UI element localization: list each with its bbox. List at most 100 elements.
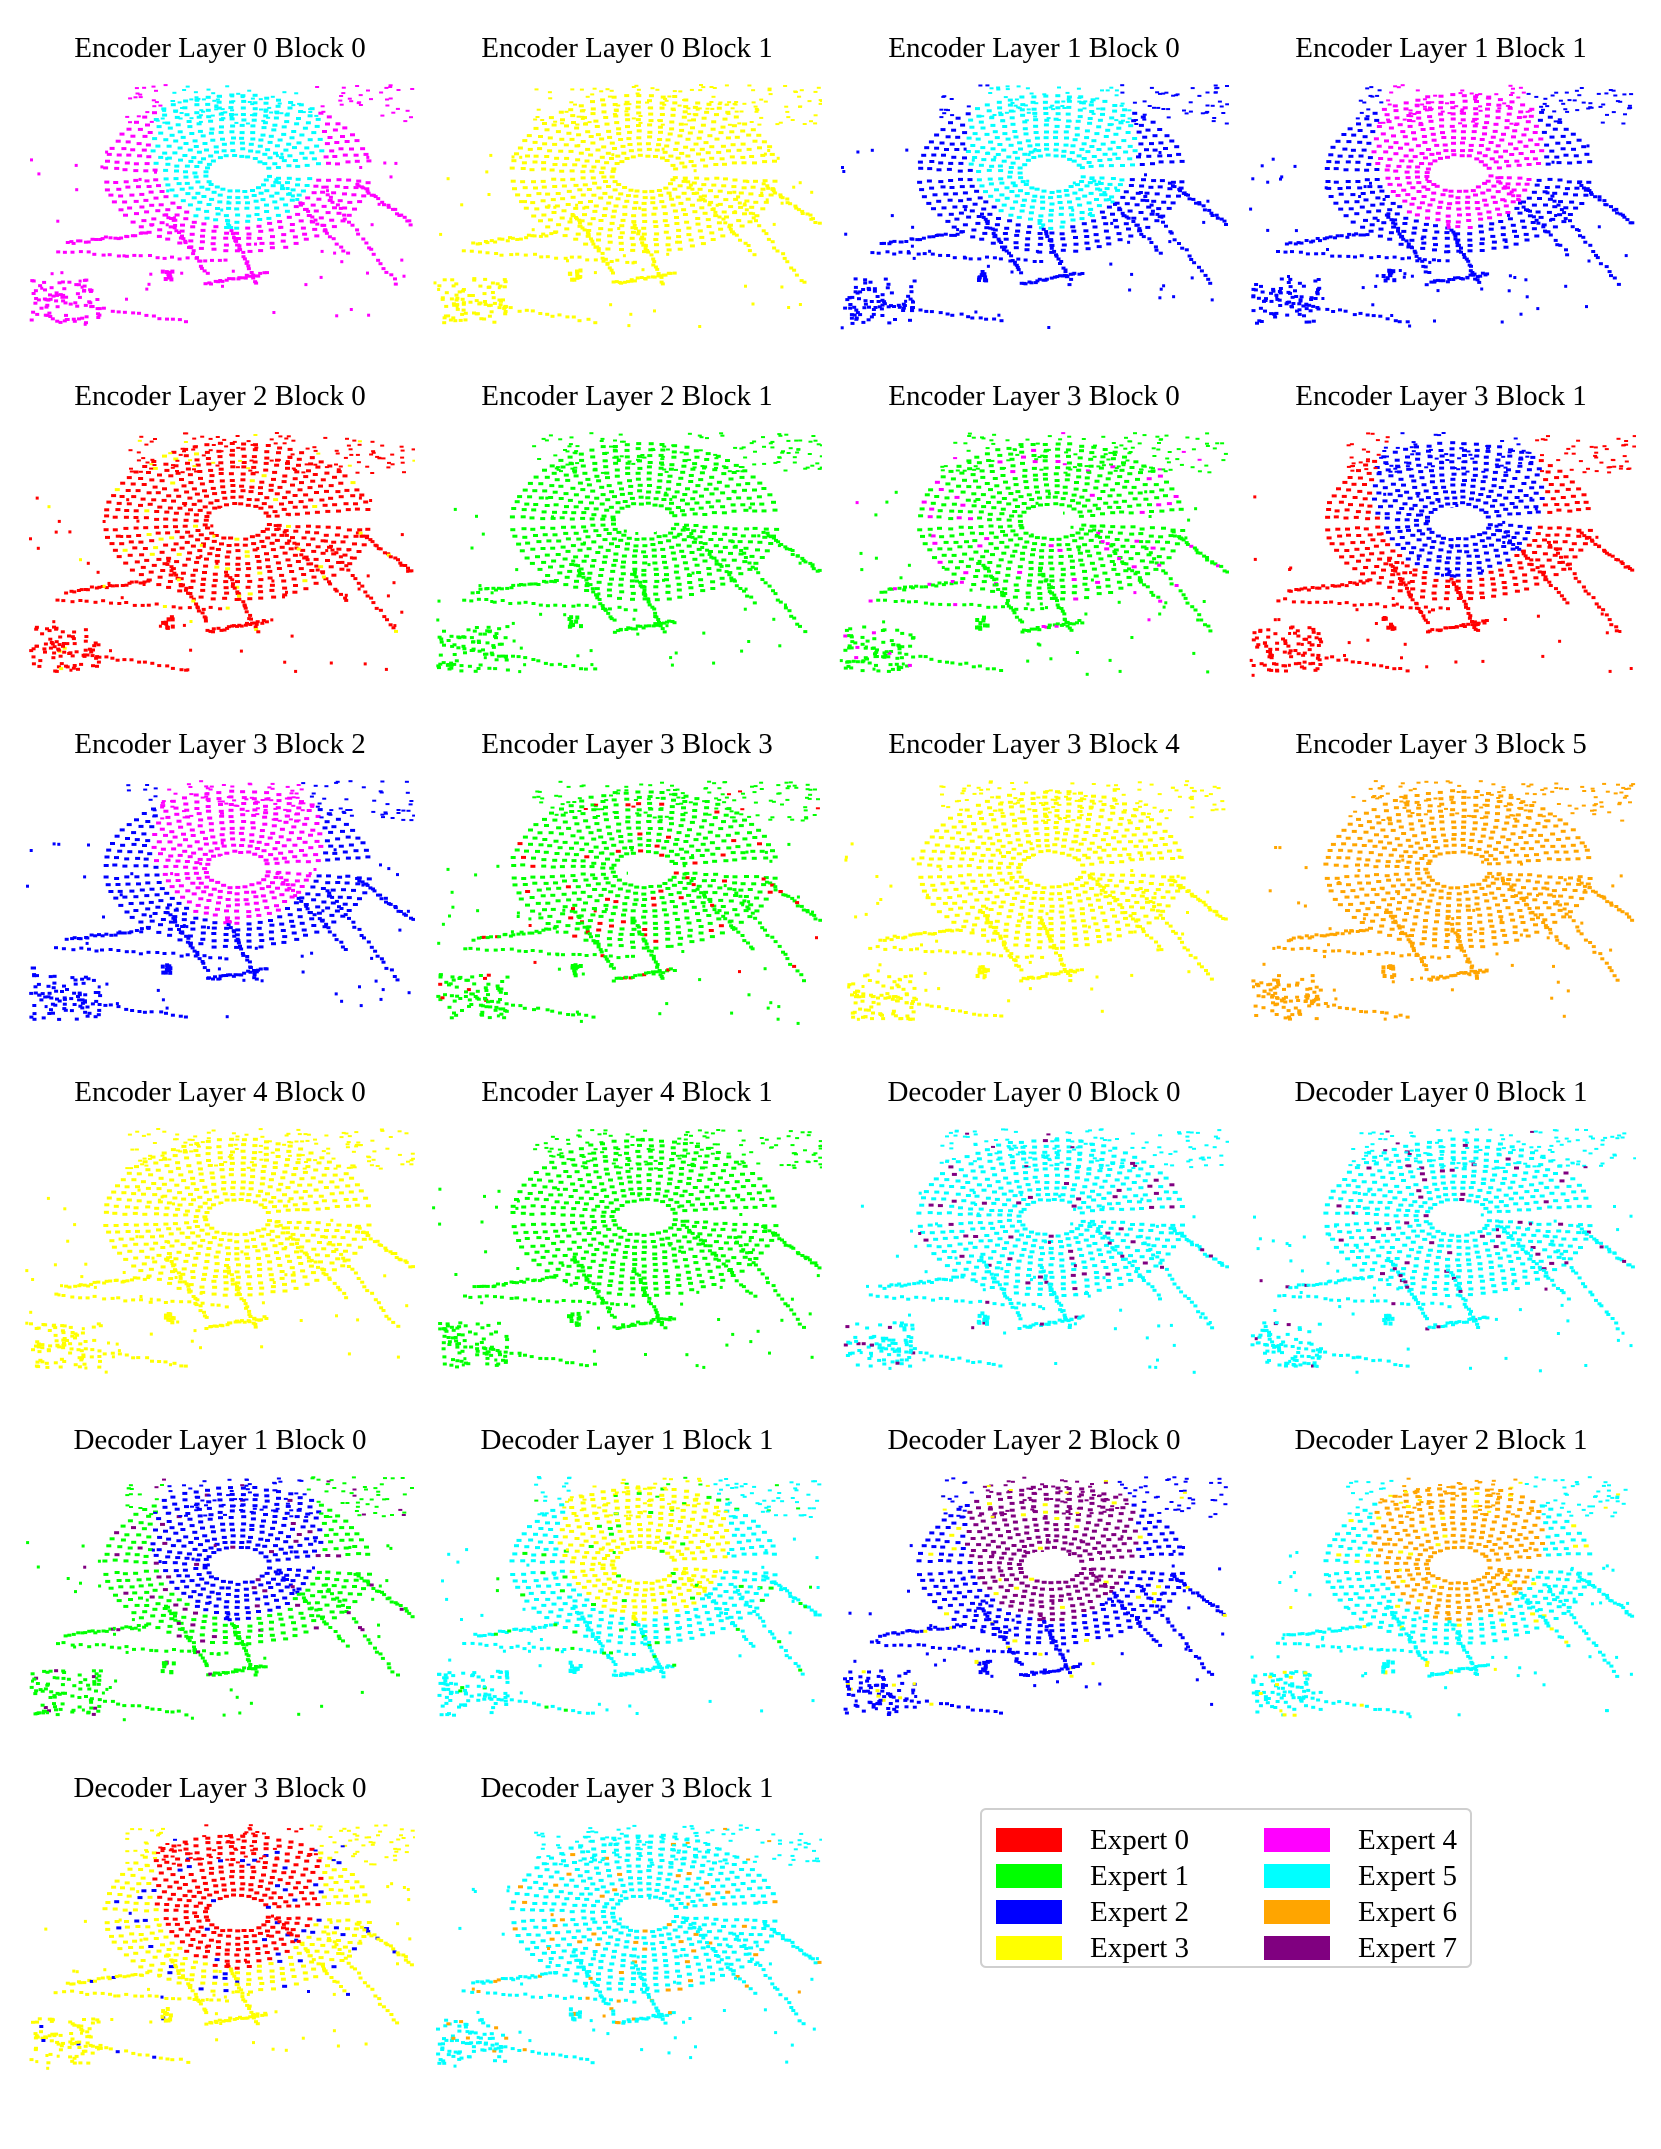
- point-cloud-point: [1514, 206, 1520, 210]
- point-cloud-point: [1102, 152, 1108, 156]
- point-cloud-point: [1428, 119, 1434, 123]
- point-cloud-point: [369, 98, 373, 101]
- point-cloud-point: [162, 113, 168, 117]
- point-cloud-point: [335, 452, 340, 455]
- point-cloud-point: [1406, 181, 1412, 185]
- point-cloud-point: [292, 159, 298, 162]
- point-cloud-point: [1451, 278, 1456, 281]
- point-cloud-point: [761, 140, 767, 144]
- point-cloud-point: [1068, 185, 1074, 188]
- point-cloud-point: [145, 123, 150, 127]
- point-cloud-point: [1502, 102, 1507, 105]
- point-cloud-point: [743, 241, 748, 245]
- point-cloud-point: [758, 194, 764, 197]
- point-cloud-point: [205, 526, 210, 530]
- point-cloud-point: [230, 495, 236, 499]
- point-cloud-point: [690, 203, 695, 207]
- point-cloud-point: [156, 583, 162, 587]
- point-cloud-point: [272, 470, 278, 474]
- point-cloud-point: [289, 229, 295, 233]
- point-cloud-point: [1469, 264, 1473, 268]
- point-cloud-point: [1350, 220, 1356, 224]
- point-cloud-point: [876, 300, 881, 303]
- point-cloud-point: [338, 206, 343, 210]
- point-cloud-point: [361, 237, 366, 241]
- point-cloud-point: [230, 460, 235, 464]
- point-cloud-point: [189, 595, 194, 599]
- point-cloud-point: [501, 298, 505, 302]
- point-cloud-point: [126, 127, 132, 131]
- point-cloud-point: [309, 569, 315, 572]
- point-cloud-point: [50, 642, 55, 646]
- point-cloud-point: [1010, 181, 1016, 185]
- point-cloud-point: [180, 234, 184, 238]
- point-cloud-point: [1354, 168, 1360, 172]
- point-cloud-point: [478, 301, 483, 305]
- point-cloud-point: [65, 241, 70, 244]
- point-cloud-point: [92, 252, 97, 256]
- point-cloud-point: [265, 558, 270, 562]
- point-cloud-point: [187, 496, 193, 500]
- point-cloud-point: [475, 242, 480, 246]
- point-cloud-point: [949, 98, 954, 100]
- point-cloud-point: [1075, 183, 1080, 187]
- point-cloud-point: [1495, 176, 1500, 180]
- point-cloud-point: [1335, 139, 1341, 143]
- point-cloud-point: [1586, 144, 1590, 148]
- point-cloud-point: [886, 305, 891, 309]
- point-cloud-point: [971, 228, 977, 232]
- point-cloud-point: [156, 125, 162, 129]
- point-cloud-point: [278, 226, 282, 229]
- point-cloud-point: [1078, 95, 1084, 99]
- point-cloud-point: [1575, 228, 1579, 232]
- point-cloud-point: [150, 458, 155, 461]
- point-cloud-point: [1112, 218, 1118, 222]
- point-cloud-point: [1573, 193, 1578, 197]
- point-cloud-point: [343, 596, 348, 600]
- point-cloud-point: [980, 126, 986, 130]
- point-cloud-point: [875, 295, 880, 298]
- point-cloud-point: [282, 586, 288, 590]
- point-cloud-point: [35, 496, 39, 500]
- point-cloud-point: [1304, 320, 1309, 324]
- point-cloud-point: [1097, 118, 1103, 122]
- point-cloud-point: [1152, 106, 1156, 109]
- point-cloud-point: [1013, 135, 1019, 139]
- point-cloud-point: [165, 162, 171, 166]
- point-cloud-point: [137, 154, 143, 158]
- point-cloud-point: [244, 206, 250, 210]
- point-cloud-point: [1110, 177, 1116, 180]
- point-cloud-point: [311, 575, 317, 579]
- point-cloud-point: [1088, 191, 1094, 195]
- point-cloud-point: [840, 326, 844, 330]
- point-cloud-point: [1422, 105, 1427, 108]
- point-cloud-point: [195, 556, 201, 560]
- point-cloud-point: [695, 101, 701, 105]
- point-cloud-point: [325, 549, 329, 553]
- point-cloud-point: [718, 227, 724, 231]
- point-cloud-point: [1039, 260, 1044, 263]
- point-cloud-point: [470, 294, 475, 297]
- point-cloud-point: [251, 542, 257, 546]
- point-cloud-point: [761, 229, 766, 233]
- point-cloud-point: [635, 92, 640, 95]
- point-cloud-point: [642, 250, 647, 254]
- point-cloud-point: [169, 565, 174, 569]
- point-cloud-point: [1480, 271, 1485, 275]
- point-cloud-point: [1607, 270, 1612, 274]
- point-cloud-point: [1518, 110, 1524, 114]
- point-cloud-point: [1512, 129, 1518, 133]
- point-cloud-point: [990, 227, 995, 231]
- point-cloud-point: [669, 545, 675, 549]
- point-cloud-point: [1296, 241, 1301, 245]
- point-cloud-point: [295, 212, 301, 216]
- point-cloud-point: [332, 475, 337, 479]
- point-cloud-point: [640, 241, 645, 245]
- point-cloud-point: [1369, 256, 1374, 260]
- point-cloud-point: [177, 506, 183, 510]
- point-cloud-point: [1049, 250, 1055, 254]
- point-cloud-point: [1449, 100, 1455, 104]
- point-cloud-point: [1274, 311, 1279, 315]
- point-cloud-point: [228, 106, 234, 110]
- point-cloud-point: [327, 198, 333, 202]
